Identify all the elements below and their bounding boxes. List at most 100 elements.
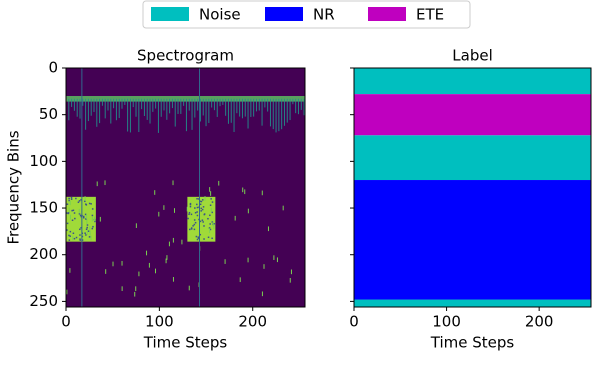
spectrogram-noise <box>84 232 86 234</box>
spectrogram-noise <box>85 218 87 220</box>
spectrogram-background <box>66 68 305 307</box>
spectrogram-noise <box>66 212 68 214</box>
spectrogram-noise <box>79 238 81 240</box>
spectrogram-noise <box>74 217 76 220</box>
spectrogram-noise <box>201 199 204 201</box>
spectrogram-noise <box>66 229 68 231</box>
spectrogram-noise <box>73 237 76 240</box>
spectrogram-noise <box>210 198 212 200</box>
spectrogram-noise <box>194 207 196 209</box>
spectrogram-noise <box>66 203 69 205</box>
spectrogram-noise <box>202 221 204 223</box>
x-tick-label: 200 <box>238 313 267 331</box>
spectrogram-noise <box>85 228 88 230</box>
spectrogram-noise <box>189 228 191 231</box>
spectrogram-noise <box>71 219 74 221</box>
label-band <box>354 68 591 95</box>
axes-title: Label <box>452 47 492 65</box>
spectrogram-noise <box>208 227 211 229</box>
spectrogram-burst <box>187 196 216 242</box>
legend-label: NR <box>313 6 335 24</box>
spectrogram-noise <box>200 210 202 212</box>
spectrogram-noise <box>94 220 96 223</box>
spectrogram-noise <box>197 237 200 239</box>
spectrogram-noise <box>79 234 81 236</box>
spectrogram-noise <box>199 203 202 206</box>
spectrogram-noise <box>202 206 205 208</box>
y-tick-label: 0 <box>48 59 58 77</box>
spectrogram-noise <box>78 213 81 215</box>
spectrogram-noise <box>68 239 71 241</box>
spectrogram-noise <box>196 206 199 209</box>
spectrogram-noise <box>194 211 197 214</box>
spectrogram-noise <box>201 208 204 211</box>
legend-swatch <box>151 7 189 21</box>
spectrogram-noise <box>203 225 205 227</box>
spectrogram-noise <box>80 199 82 201</box>
spectrogram-noise <box>87 230 90 232</box>
spectrogram-noise <box>207 217 209 220</box>
spectrogram-noise <box>88 202 91 205</box>
label-band <box>354 135 591 181</box>
spectrogram-noise <box>72 232 75 235</box>
spectrogram-noise <box>75 236 78 239</box>
spectrogram-noise <box>78 200 81 202</box>
spectrogram-noise <box>90 203 92 205</box>
spectrogram-noise <box>194 221 197 224</box>
spectrogram-noise <box>73 212 76 214</box>
spectrogram-noise <box>199 200 201 203</box>
spectrogram-noise <box>209 223 211 225</box>
spectrogram-noise <box>79 239 82 241</box>
spectrogram-noise <box>70 196 73 199</box>
spectrogram-noise <box>91 208 94 210</box>
x-tick-label: 0 <box>349 313 359 331</box>
spectrogram-noise <box>196 211 198 213</box>
spectrogram-noise <box>81 235 84 238</box>
spectrogram-noise <box>69 230 72 233</box>
spectrogram-noise <box>207 236 210 239</box>
spectrogram-noise <box>68 234 70 237</box>
spectrogram-noise <box>193 228 196 231</box>
spectrogram-noise <box>188 211 191 214</box>
spectrogram-noise <box>201 219 204 221</box>
spectrogram-noise <box>92 225 94 228</box>
x-tick-label: 200 <box>525 313 554 331</box>
spectrogram-noise <box>67 212 69 215</box>
label-band <box>354 94 591 136</box>
spectrogram-noise <box>189 203 192 206</box>
spectrogram-noise <box>91 227 94 230</box>
spectrogram-noise <box>199 220 202 223</box>
spectrogram-noise <box>196 198 198 200</box>
y-tick-label: 100 <box>29 152 58 170</box>
spectrogram-noise <box>211 211 213 214</box>
spectrogram-noise <box>195 235 198 238</box>
y-tick-label: 150 <box>29 199 58 217</box>
spectrogram-noise <box>88 236 91 238</box>
spectrogram-noise <box>86 224 89 226</box>
legend-swatch <box>368 7 406 21</box>
spectrogram-noise <box>188 213 190 216</box>
spectrogram-band <box>66 96 305 102</box>
y-tick-label: 50 <box>39 105 58 123</box>
spectrogram-noise <box>77 201 80 204</box>
spectrogram-noise <box>80 215 83 218</box>
legend-swatch <box>265 7 303 21</box>
x-tick-label: 100 <box>145 313 174 331</box>
spectrogram-noise <box>79 228 81 231</box>
spectrogram-noise <box>196 238 199 241</box>
spectrogram-noise <box>189 202 192 205</box>
spectrogram-noise <box>209 204 212 206</box>
spectrogram-noise <box>193 223 196 226</box>
legend-label: ETE <box>416 6 444 24</box>
spectrogram-noise <box>79 214 82 217</box>
spectrogram-noise <box>197 198 200 200</box>
label-band <box>354 299 591 307</box>
spectrogram-noise <box>85 234 87 236</box>
spectrogram-noise <box>198 218 200 221</box>
spectrogram-noise <box>197 236 200 238</box>
spectrogram-noise <box>199 233 202 236</box>
x-axis-label: Time Steps <box>430 334 515 352</box>
spectrogram-noise <box>187 217 189 220</box>
spectrogram-noise <box>209 214 211 217</box>
